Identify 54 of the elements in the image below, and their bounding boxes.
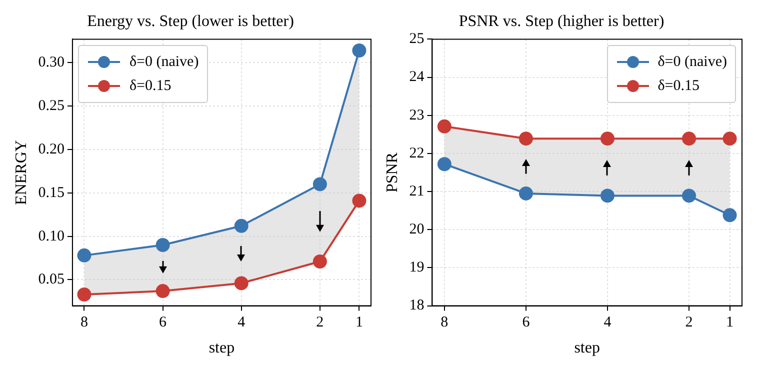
point: [77, 288, 92, 302]
chart-title: Energy vs. Step (lower is better): [87, 12, 294, 30]
x-tick-label: 4: [238, 314, 246, 331]
y-tick-label: 0.05: [38, 272, 64, 288]
y-axis-title: PSNR: [384, 152, 401, 193]
y-tick-label: 0.15: [38, 184, 64, 201]
point: [518, 132, 533, 146]
point: [600, 132, 614, 146]
y-tick-label: 0.10: [38, 228, 64, 244]
point: [312, 177, 327, 192]
x-axis-title: step: [208, 340, 235, 357]
point: [156, 238, 170, 252]
x-tick-label: 2: [685, 314, 693, 331]
y-tick-label: 0.20: [38, 141, 64, 158]
point: [682, 188, 696, 203]
y-tick-label: 24: [409, 69, 425, 86]
point: [234, 218, 248, 233]
x-tick-label: 6: [522, 314, 530, 331]
y-tick-label: 20: [409, 222, 424, 238]
y-tick-label: 19: [409, 260, 424, 276]
chart-title: PSNR vs. Step (higher is better): [458, 12, 664, 30]
x-tick-label: 8: [80, 314, 88, 331]
legend-label: δ=0.15: [658, 78, 700, 95]
y-tick-label: 18: [409, 298, 424, 314]
point: [234, 276, 248, 290]
x-tick-label: 1: [726, 314, 734, 331]
y-tick-label: 0.25: [38, 98, 64, 114]
y-tick-label: 25: [409, 31, 424, 48]
point: [437, 119, 452, 134]
legend-label: δ=0 (naive): [658, 54, 727, 71]
x-tick-label: 1: [355, 314, 363, 331]
point: [722, 132, 737, 146]
y-tick-label: 23: [409, 107, 424, 124]
point: [352, 194, 366, 208]
y-tick-label: 21: [409, 183, 424, 200]
point: [77, 248, 92, 262]
x-tick-label: 2: [316, 314, 324, 331]
legend-label: δ=0 (naive): [129, 54, 199, 71]
point: [437, 157, 452, 172]
point: [682, 132, 696, 146]
point: [156, 284, 170, 298]
x-axis-title: step: [574, 340, 600, 357]
y-tick-label: 0.30: [38, 54, 64, 71]
legend-label: δ=0.15: [129, 78, 172, 95]
y-tick-label: 22: [409, 145, 424, 162]
point: [600, 188, 614, 203]
x-tick-label: 8: [440, 314, 448, 331]
x-tick-label: 6: [159, 314, 168, 331]
point: [312, 254, 327, 269]
point: [352, 43, 366, 58]
point: [722, 208, 737, 222]
y-axis-title: ENERGY: [12, 140, 30, 205]
x-tick-label: 4: [604, 314, 612, 331]
point: [518, 186, 533, 200]
